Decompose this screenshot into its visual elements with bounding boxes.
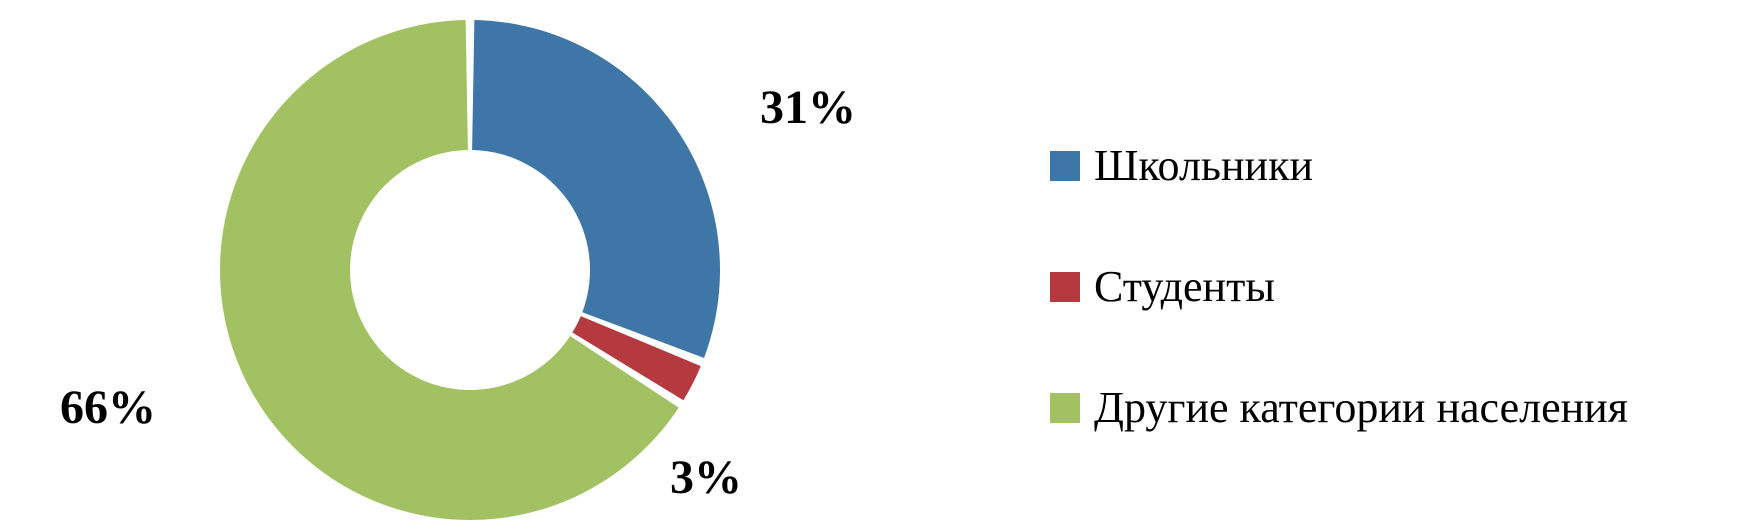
legend-label: Школьники: [1094, 140, 1313, 191]
legend-label: Другие категории населения: [1094, 382, 1628, 433]
data-label: 31%: [760, 80, 856, 135]
data-label: 66%: [60, 380, 156, 435]
legend: Школьники Студенты Другие категории населе…: [1050, 140, 1628, 433]
legend-swatch: [1050, 393, 1080, 423]
legend-swatch: [1050, 272, 1080, 302]
legend-label: Студенты: [1094, 261, 1275, 312]
legend-item: Другие категории населения: [1050, 382, 1628, 433]
legend-swatch: [1050, 151, 1080, 181]
chart-stage: Школьники Студенты Другие категории населе…: [0, 0, 1744, 528]
legend-item: Школьники: [1050, 140, 1628, 191]
legend-item: Студенты: [1050, 261, 1628, 312]
slice-Школьники: [472, 20, 720, 358]
data-label: 3%: [670, 450, 742, 505]
